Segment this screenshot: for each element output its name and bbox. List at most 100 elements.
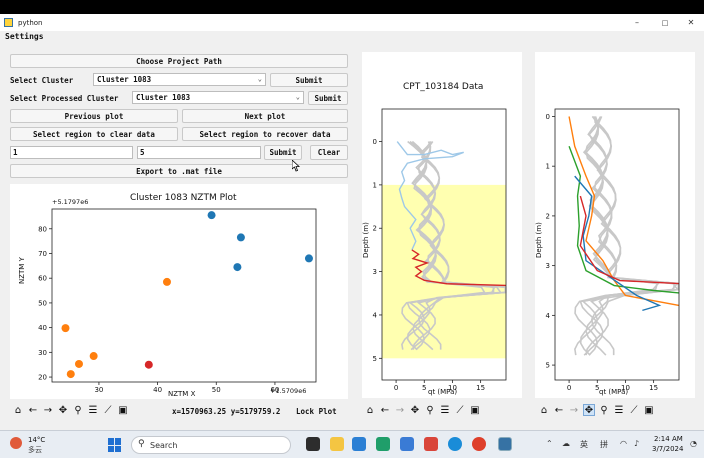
plot-frame [51, 208, 317, 383]
y-tick-label: 0 [546, 113, 550, 121]
scatter-point-orange [61, 324, 70, 333]
edge-icon[interactable] [448, 437, 462, 451]
search-placeholder: Search [150, 440, 178, 450]
series-line-orange [568, 116, 680, 307]
start-button[interactable] [108, 438, 122, 452]
x-tick-label: 60 [270, 386, 279, 394]
export-mat-button[interactable]: Export to .mat file [10, 164, 348, 178]
pan-icon[interactable]: ✥ [58, 404, 68, 416]
cluster-toolbar: ⌂ ← → ✥ ⚲ ☰ ⟋ ▣ [538, 404, 655, 416]
home-icon[interactable]: ⌂ [366, 404, 374, 416]
scatter-point-blue [236, 233, 245, 242]
forward-icon[interactable]: → [569, 404, 579, 416]
y-tick-label: 60 [38, 275, 47, 283]
start-entry[interactable]: 1 [10, 146, 133, 159]
wifi-icon[interactable]: ◠ [620, 439, 627, 448]
save-icon[interactable]: ▣ [644, 404, 654, 416]
pan-icon[interactable]: ✥ [410, 404, 420, 416]
recover-region-button[interactable]: Select region to recover data [182, 127, 348, 141]
selected-region [382, 184, 506, 359]
python-icon [4, 18, 13, 27]
y-tick-label: 4 [373, 311, 378, 319]
ime-label[interactable]: 英 [580, 440, 588, 449]
back-icon[interactable]: ← [554, 404, 564, 416]
lock-plot-label[interactable]: Lock Plot [296, 407, 337, 416]
x-tick-label: 15 [476, 384, 485, 392]
y-tick-label: 2 [373, 225, 377, 233]
menu-settings[interactable]: Settings [5, 32, 44, 41]
save-icon[interactable]: ▣ [118, 404, 128, 416]
folder-icon[interactable] [330, 437, 344, 451]
python-icon[interactable] [498, 437, 512, 451]
speaker-icon[interactable]: ♪ [634, 439, 640, 448]
y-tick-label: 3 [546, 262, 550, 270]
plot-frame [554, 108, 680, 381]
configure-icon[interactable]: ☰ [440, 404, 450, 416]
forward-icon[interactable]: → [43, 404, 53, 416]
background-trace [401, 140, 486, 350]
close-button[interactable]: ✕ [687, 18, 695, 27]
x-tick-label: 10 [621, 384, 630, 392]
scatter-point-orange [89, 352, 98, 361]
app-icon[interactable] [376, 437, 390, 451]
series-line-lightblue [396, 141, 464, 251]
scatter-xlabel: NZTM X [168, 390, 196, 398]
back-icon[interactable]: ← [380, 404, 390, 416]
back-icon[interactable]: ← [28, 404, 38, 416]
cloud-icon[interactable]: ☁ [562, 439, 570, 448]
y-tick-label: 50 [38, 299, 47, 307]
submit-processed-button[interactable]: Submit [308, 91, 348, 105]
series-line-blue [574, 175, 662, 312]
end-entry[interactable]: 5 [137, 146, 261, 159]
cluster-xlabel: qt (MPa) [599, 388, 629, 396]
edit-axis-icon[interactable]: ⟋ [630, 404, 638, 416]
edit-axis-icon[interactable]: ⟋ [104, 404, 112, 416]
weather-temp: 14°C [28, 436, 46, 444]
matlab-icon[interactable] [424, 437, 438, 451]
series-line-red [411, 249, 507, 287]
scatter-chart: 30 40 50 60 20 30 40 50 60 70 80 [38, 208, 317, 394]
ime-mode-label[interactable]: 拼 [600, 440, 608, 449]
background-trace [585, 115, 680, 356]
cpt-plot-panel[interactable]: 0 5 10 15 0 1 2 3 4 5 CPT_103184 Data qt (MPa) De… [362, 52, 522, 398]
clear-range-button[interactable]: Clear [310, 145, 348, 160]
app-icon[interactable] [472, 437, 486, 451]
zoom-icon[interactable]: ⚲ [600, 404, 608, 416]
y-tick-label: 1 [546, 163, 550, 171]
clear-region-button[interactable]: Select region to clear data [10, 127, 178, 141]
app-icon[interactable] [400, 437, 414, 451]
taskbar-search[interactable]: ⚲ Search [131, 436, 291, 454]
x-tick-label: 5 [595, 384, 599, 392]
cpt-title: CPT_103184 Data [403, 82, 484, 92]
background-trace [407, 140, 507, 350]
home-icon[interactable]: ⌂ [14, 404, 22, 416]
next-plot-button[interactable]: Next plot [182, 109, 348, 123]
configure-icon[interactable]: ☰ [88, 404, 98, 416]
pan-icon[interactable]: ✥ [583, 404, 595, 416]
cluster-profile-panel[interactable]: 0 5 10 15 0 1 2 3 4 5 qt (MPa) Depth (m) [535, 52, 695, 398]
configure-icon[interactable]: ☰ [614, 404, 624, 416]
app-icon[interactable] [306, 437, 320, 451]
previous-plot-button[interactable]: Previous plot [10, 109, 178, 123]
scatter-point-orange [162, 277, 171, 286]
notification-icon[interactable]: ◔ [690, 439, 697, 448]
zoom-icon[interactable]: ⚲ [74, 404, 82, 416]
home-icon[interactable]: ⌂ [540, 404, 548, 416]
cluster-select[interactable]: Cluster 1083 ⌄ [93, 73, 266, 86]
maximize-button[interactable]: □ [661, 18, 669, 27]
y-tick-label: 2 [546, 212, 550, 220]
forward-icon[interactable]: → [395, 404, 405, 416]
scatter-plot-panel[interactable]: 30 40 50 60 20 30 40 50 60 70 80 Cluster 1083 NZTM… [10, 184, 348, 399]
edit-axis-icon[interactable]: ⟋ [456, 404, 464, 416]
submit-cluster-button[interactable]: Submit [270, 73, 348, 87]
processed-cluster-select[interactable]: Cluster 1083 ⌄ [132, 91, 304, 104]
tray-chevron-icon[interactable]: ⌃ [546, 439, 553, 448]
zoom-icon[interactable]: ⚲ [426, 404, 434, 416]
minimize-button[interactable]: – [635, 18, 639, 27]
submit-range-button[interactable]: Submit [264, 145, 302, 160]
choose-project-button[interactable]: Choose Project Path [10, 54, 348, 68]
scatter-point-red [144, 360, 153, 369]
vscode-icon[interactable] [352, 437, 366, 451]
save-icon[interactable]: ▣ [470, 404, 480, 416]
